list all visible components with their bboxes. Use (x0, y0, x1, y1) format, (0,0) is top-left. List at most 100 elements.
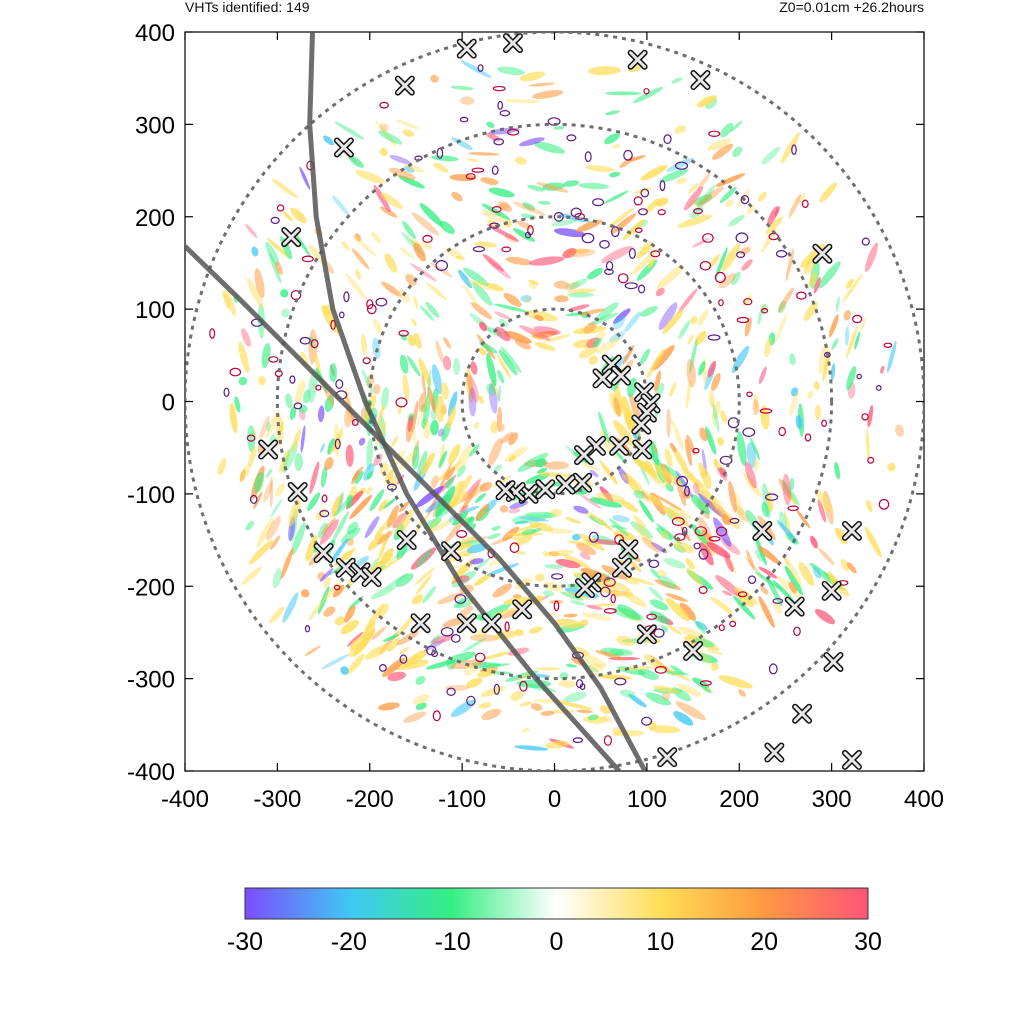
field-cell (715, 247, 728, 279)
contour-loop (638, 208, 648, 216)
field-cell (555, 559, 581, 569)
field-cell (777, 287, 794, 313)
field-cell (269, 476, 274, 508)
field-cell (679, 602, 696, 621)
contour-loop (760, 308, 769, 314)
contour-loop (791, 144, 797, 155)
field-cell (758, 595, 775, 628)
field-cell (514, 338, 531, 350)
field-cell (560, 591, 584, 601)
field-cell (683, 186, 704, 211)
field-cell (554, 295, 569, 303)
contour-loop (604, 268, 614, 275)
field-cell (469, 634, 499, 642)
field-cell (417, 393, 431, 427)
field-cell (469, 558, 484, 565)
field-cell (349, 494, 373, 520)
field-cell (618, 467, 629, 484)
field-cell (619, 499, 639, 513)
field-cell (400, 333, 408, 341)
field-cell (538, 200, 551, 205)
field-cell (288, 497, 301, 527)
field-cell (303, 389, 311, 404)
field-cell (451, 137, 473, 151)
field-cell (478, 702, 492, 709)
field-cell (402, 374, 410, 401)
vht-marker (502, 33, 523, 54)
field-cell (812, 566, 822, 579)
contour-loop (676, 475, 688, 487)
field-cell (767, 206, 779, 227)
field-cell (476, 663, 510, 669)
field-cell (395, 119, 420, 130)
field-cell (696, 95, 717, 108)
field-cell (415, 574, 432, 595)
field-cell (544, 564, 563, 569)
contour-loop (338, 311, 345, 319)
field-cell (275, 261, 283, 275)
contour-loop (693, 542, 701, 550)
field-cell (728, 480, 737, 513)
field-cell (332, 584, 345, 598)
field-cell (505, 98, 541, 104)
field-cell (540, 710, 555, 716)
contour-loop (379, 664, 387, 672)
contour-loop (435, 260, 448, 272)
field-cell (395, 613, 416, 638)
field-cell (764, 337, 772, 358)
vht-marker (572, 472, 593, 493)
field-cell (741, 259, 753, 271)
field-cell (358, 437, 366, 446)
field-cell (818, 547, 835, 565)
field-cell (319, 519, 340, 545)
vht-marker (441, 541, 462, 562)
field-cell (553, 280, 570, 290)
field-cell (248, 447, 257, 467)
field-cell (497, 369, 505, 384)
field-cell (321, 517, 336, 535)
colorbar-tick-label: -10 (435, 928, 471, 956)
track-lines (185, 32, 648, 771)
field-cell (416, 450, 428, 478)
field-cell (782, 473, 792, 506)
field-cell (346, 631, 364, 647)
field-cell (592, 337, 602, 348)
field-cell (785, 559, 803, 587)
field-cell (553, 126, 565, 130)
field-cell (749, 437, 761, 461)
field-cell (355, 269, 361, 280)
vht-marker (258, 439, 279, 460)
vht-marker (634, 382, 655, 403)
field-cell (761, 228, 777, 253)
field-cell (470, 361, 478, 375)
field-cell (361, 368, 374, 395)
field-cell (698, 650, 712, 665)
field-cell (499, 505, 509, 513)
field-cell (744, 461, 757, 489)
field-cell (740, 246, 751, 256)
vht-marker (481, 613, 502, 634)
field-cell (640, 348, 650, 365)
field-cell (354, 555, 370, 568)
field-cell (496, 354, 512, 379)
field-cell (525, 511, 558, 519)
field-cell (670, 505, 692, 520)
field-cell (688, 183, 699, 194)
field-cell (422, 585, 437, 604)
field-cell (332, 195, 349, 215)
contour-loop (450, 634, 461, 643)
field-cell (628, 693, 647, 708)
field-cell (576, 709, 593, 714)
field-cell (425, 301, 440, 318)
field-cell (597, 411, 610, 444)
vht-marker (535, 479, 556, 500)
field-cell (377, 603, 390, 618)
field-cell (500, 609, 520, 619)
contour-loop (674, 533, 686, 541)
field-cell (678, 288, 698, 313)
field-cell (463, 664, 477, 676)
field-cell (715, 575, 742, 597)
field-cell (587, 714, 599, 721)
contour-loop (301, 255, 314, 263)
